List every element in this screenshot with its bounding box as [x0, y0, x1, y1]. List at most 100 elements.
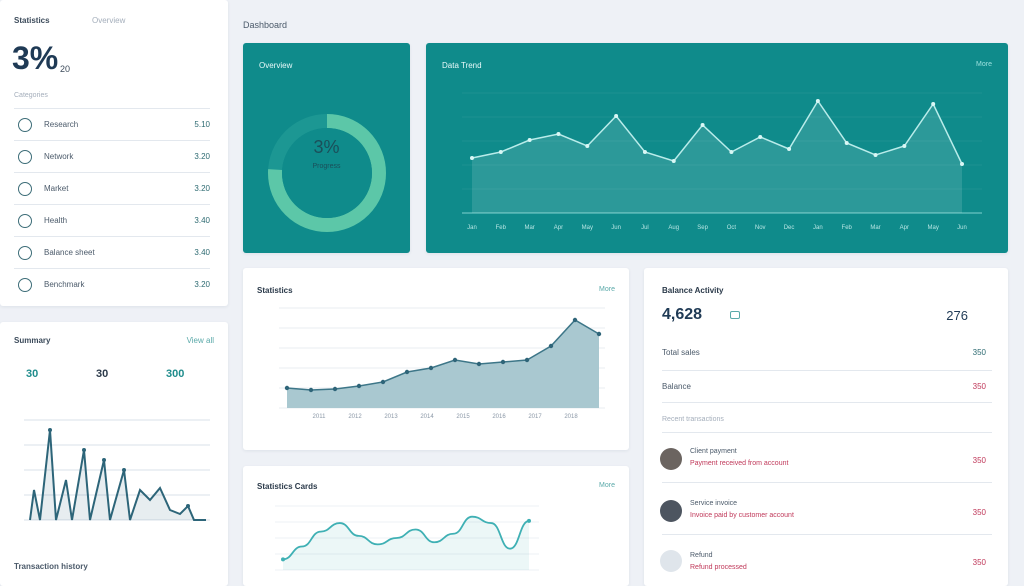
x-tick-label: 2011 [313, 414, 327, 420]
list-item[interactable]: Health 3.40 [14, 204, 210, 236]
area-point [356, 383, 362, 389]
trend-line-chart: Jan Feb Mar Apr May Jun Jul Aug Sep Oct Nov Dec Jan F… [462, 92, 982, 231]
area-title: Statistics [257, 286, 293, 295]
tx-1-name: Client payment [690, 448, 737, 455]
list-item[interactable]: Network 3.20 [14, 140, 210, 172]
balance-row-1-value: 350 [972, 348, 986, 357]
trend-point [614, 114, 619, 118]
tx-3-amount: 350 [972, 558, 986, 567]
donut-card: Overview 3% Progress [243, 43, 410, 253]
tab-overview[interactable]: Overview [92, 16, 126, 25]
balance-value-right: 276 [946, 308, 968, 323]
area-point [548, 343, 554, 349]
circle-outline-icon [18, 245, 32, 260]
trend-point [671, 159, 676, 163]
x-tick-label: Mar [524, 225, 534, 231]
view-all-link[interactable]: View all [186, 336, 214, 345]
area-point [428, 365, 434, 371]
balance-badge-icon [730, 311, 740, 319]
x-tick-label: Sep [697, 225, 708, 231]
list-item-label: Health [44, 216, 68, 225]
list-item[interactable]: Market 3.20 [14, 172, 210, 204]
donut-arc [268, 114, 386, 232]
x-tick-label: 2013 [384, 414, 398, 420]
trend-point [844, 141, 849, 145]
avatar [660, 448, 682, 470]
tx-3-name: Refund [690, 552, 713, 559]
wave-chart [275, 505, 539, 571]
trend-point [700, 123, 705, 127]
list-item[interactable]: Research 5.10 [14, 108, 210, 140]
x-tick-label: Jun [611, 225, 621, 231]
area-point [380, 379, 386, 385]
wave-title: Statistics Cards [257, 482, 318, 491]
trend-line [471, 99, 963, 165]
area-point [572, 317, 578, 323]
trend-card: Data Trend More Jan Feb Mar Apr May Jun Jul Aug… [426, 43, 1008, 253]
trend-title: Data Trend [442, 61, 482, 70]
x-tick-label: Jan [813, 225, 823, 231]
list-item-value: 5.10 [194, 120, 210, 129]
x-tick-label: May [582, 225, 593, 231]
balance-row-1-label: Total sales [662, 348, 700, 357]
area-point [404, 369, 410, 375]
x-tick-label: 2015 [456, 414, 470, 420]
wave-point [281, 557, 285, 562]
wave-fill [283, 516, 529, 570]
balance-row-2-label: Balance [662, 382, 691, 391]
x-tick-label: Jan [467, 225, 477, 231]
list-item[interactable]: Benchmark 3.20 [14, 268, 210, 300]
summary-stat-1: 30 [26, 368, 39, 380]
tx-1-detail: Payment received from account [690, 460, 789, 467]
x-tick-label: Jun [957, 225, 967, 231]
circle-outline-icon [18, 149, 32, 164]
x-tick-label: Nov [755, 225, 766, 231]
list-item[interactable]: Balance sheet 3.40 [14, 236, 210, 268]
donut-sub: Progress [312, 163, 341, 170]
area-more-link[interactable]: More [599, 286, 615, 293]
list-item-value: 3.20 [194, 152, 210, 161]
list-item-value: 3.40 [194, 216, 210, 225]
list-item-label: Benchmark [44, 280, 85, 289]
page-title: Dashboard [243, 20, 288, 30]
trend-point [642, 150, 647, 154]
summary-footer: Transaction history [14, 562, 88, 571]
trend-point [758, 135, 763, 139]
list-item-label: Market [44, 184, 69, 193]
trend-point [556, 132, 561, 136]
avatar [660, 500, 682, 522]
area-chart: 2011 2012 2013 2014 2015 2016 2017 2018 [279, 307, 605, 420]
trend-point [729, 150, 734, 154]
x-tick-label: 2014 [420, 414, 434, 420]
trend-point [470, 156, 474, 160]
trend-point [960, 162, 964, 166]
x-tick-label: 2018 [564, 414, 578, 420]
area-line [286, 319, 600, 391]
area-point [476, 361, 482, 367]
summary-stat-2: 30 [96, 368, 109, 380]
trend-point [498, 150, 503, 154]
wave-more-link[interactable]: More [599, 482, 615, 489]
trend-more-link[interactable]: More [976, 61, 992, 68]
x-tick-label: Dec [784, 225, 795, 231]
recent-subtitle: Recent transactions [662, 416, 724, 423]
summary-title: Summary [14, 336, 51, 345]
tab-statistics[interactable]: Statistics [14, 16, 50, 25]
x-tick-label: 2017 [528, 414, 542, 420]
area-point [332, 386, 338, 392]
x-tick-label: Mar [870, 225, 880, 231]
trend-point [527, 138, 532, 142]
list-item-label: Network [44, 152, 74, 161]
x-tick-label: Apr [900, 225, 909, 231]
wave-chart-card: Statistics Cards More [243, 466, 629, 586]
donut-chart [268, 114, 386, 232]
area-point [308, 387, 314, 393]
list-item-label: Balance sheet [44, 248, 95, 257]
tx-1-amount: 350 [972, 456, 986, 465]
trend-point [787, 147, 792, 151]
x-tick-label: 2016 [492, 414, 506, 420]
circle-outline-icon [18, 277, 32, 292]
area-point [284, 385, 290, 391]
donut-title: Overview [259, 61, 293, 70]
summary-card: Summary View all 30 30 300 Transaction h… [0, 322, 228, 586]
